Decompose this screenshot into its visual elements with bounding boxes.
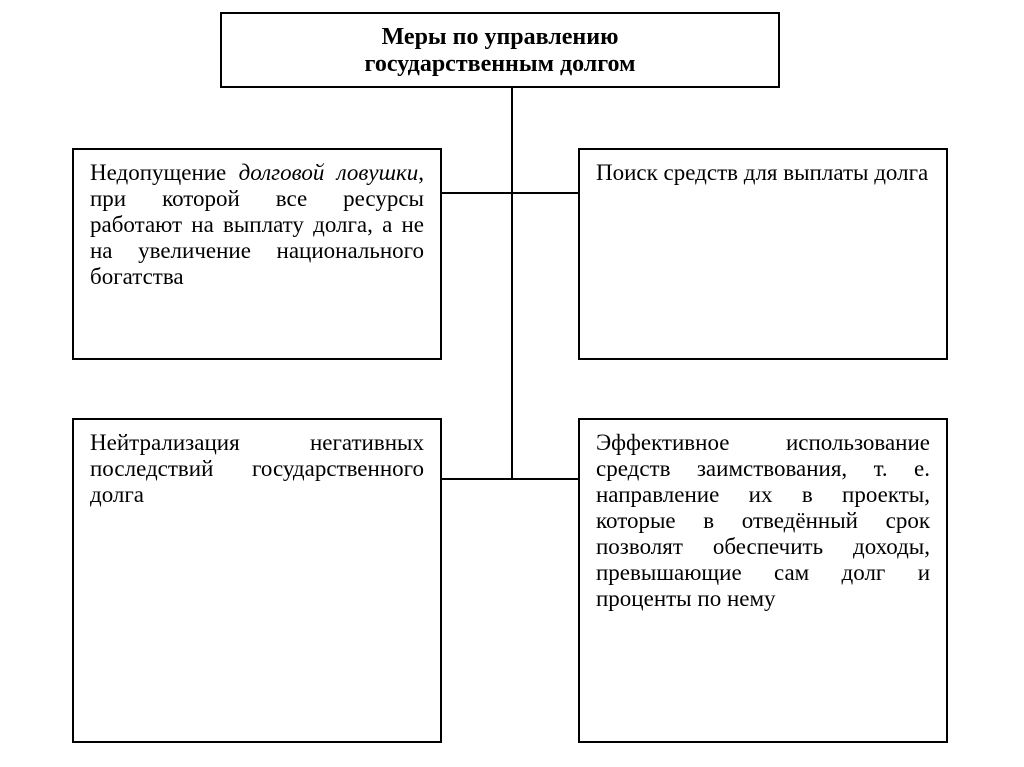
connector-vertical — [511, 88, 513, 480]
node-bottom-right-text: Эффективное исполь­зо­вание средств заим… — [596, 430, 930, 611]
node-top-right-text: Поиск средств для вы­платы долга — [596, 160, 928, 185]
node-bottom-left: Нейтрализация негатив­ных последствий го… — [72, 418, 442, 743]
title-box: Меры по управлению государственным долго… — [220, 12, 780, 88]
title-line1: Меры по управлению — [382, 24, 619, 50]
title-line2: государственным долгом — [365, 51, 636, 77]
node-top-left: Недопущение долговой ловушки, при которо… — [72, 148, 442, 360]
node-top-right: Поиск средств для вы­платы долга — [578, 148, 948, 360]
node-top-left-text-before: Недопущение — [90, 160, 239, 185]
node-bottom-right: Эффективное исполь­зо­вание средств заим… — [578, 418, 948, 743]
node-top-left-italic: долговой ловушки — [239, 160, 419, 185]
connector-horizontal-top — [442, 192, 578, 194]
connector-horizontal-bottom — [442, 478, 578, 480]
node-bottom-left-text: Нейтрализация негатив­ных последствий го… — [90, 430, 424, 507]
